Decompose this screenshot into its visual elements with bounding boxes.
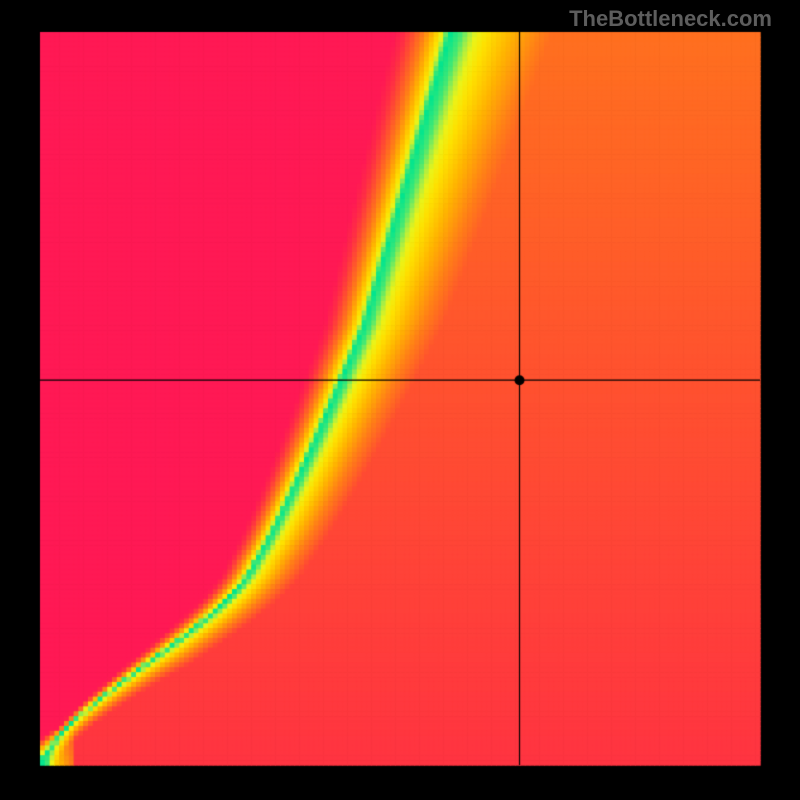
watermark-text: TheBottleneck.com xyxy=(569,6,772,32)
chart-container: TheBottleneck.com xyxy=(0,0,800,800)
bottleneck-heatmap xyxy=(0,0,800,800)
